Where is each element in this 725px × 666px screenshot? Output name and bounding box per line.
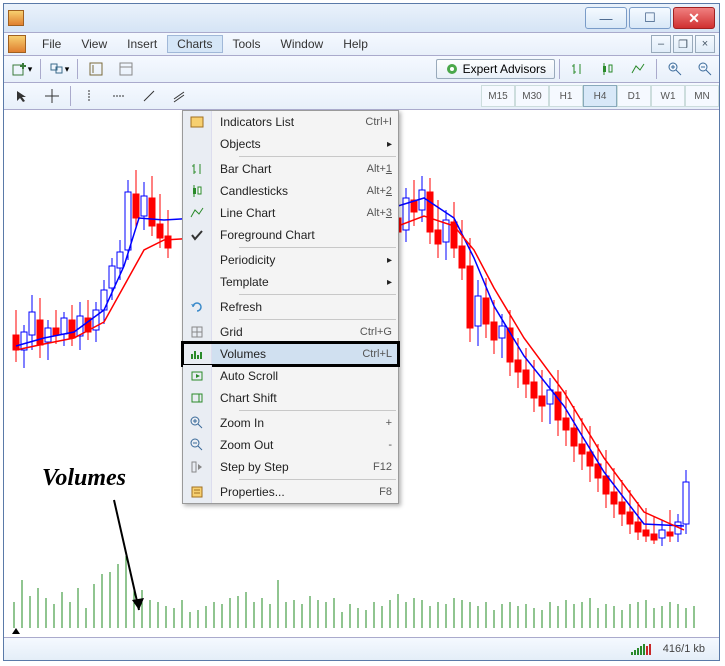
crosshair-button[interactable] xyxy=(38,84,66,108)
chart-area[interactable]: Volumes Indicators ListCtrl+IObjects▸ Bar… xyxy=(4,110,719,644)
menu-window[interactable]: Window xyxy=(271,35,334,53)
menu-item-line-chart[interactable]: Line ChartAlt+3 xyxy=(183,202,398,224)
refresh-icon xyxy=(183,296,212,318)
cursor-button[interactable] xyxy=(8,84,36,108)
child-minimize-button[interactable]: ‒ xyxy=(651,35,671,53)
vline-button[interactable] xyxy=(75,84,103,108)
bar-chart-icon[interactable] xyxy=(564,57,592,81)
menu-item-properties-[interactable]: Properties...F8 xyxy=(183,481,398,503)
connection-strength-icon xyxy=(631,643,651,655)
minimize-button[interactable]: — xyxy=(585,7,627,29)
profiles-button[interactable]: ▾ xyxy=(45,57,73,81)
properties-icon xyxy=(183,481,212,503)
menu-item-objects[interactable]: Objects▸ xyxy=(183,133,398,155)
app-icon xyxy=(8,10,24,26)
candle-chart-icon[interactable] xyxy=(594,57,622,81)
new-chart-button[interactable]: ▾ xyxy=(8,57,36,81)
zoom-out-button[interactable] xyxy=(691,57,719,81)
toolbar-main: ▾ ▾ Expert Advisors xyxy=(4,56,719,83)
timeframe-m30[interactable]: M30 xyxy=(515,85,549,107)
volumes-annotation: Volumes xyxy=(42,465,126,492)
maximize-button[interactable]: ☐ xyxy=(629,7,671,29)
menu-help[interactable]: Help xyxy=(333,35,378,53)
timeframe-mn[interactable]: MN xyxy=(685,85,719,107)
trendline-button[interactable] xyxy=(135,84,163,108)
zoom-in-button[interactable] xyxy=(661,57,689,81)
volumes-icon xyxy=(183,343,212,365)
timeframe-h4[interactable]: H4 xyxy=(583,85,617,107)
timeframe-m15[interactable]: M15 xyxy=(481,85,515,107)
expert-advisors-label: Expert Advisors xyxy=(463,62,546,76)
child-restore-button[interactable]: ❐ xyxy=(673,35,693,53)
menu-item-template[interactable]: Template▸ xyxy=(183,271,398,293)
connection-text: 416/1 kb xyxy=(663,643,705,655)
autoscroll-icon xyxy=(183,365,212,387)
menu-charts[interactable]: Charts xyxy=(167,35,222,53)
titlebar[interactable]: — ☐ ✕ xyxy=(4,4,719,33)
timeframe-d1[interactable]: D1 xyxy=(617,85,651,107)
check-icon xyxy=(183,224,212,246)
step-icon xyxy=(183,456,212,478)
candle-icon xyxy=(183,180,212,202)
blank-icon xyxy=(183,133,212,155)
menu-item-refresh[interactable]: Refresh xyxy=(183,296,398,318)
menubar: FileViewInsertChartsToolsWindowHelp ‒ ❐ … xyxy=(4,33,719,56)
menu-file[interactable]: File xyxy=(32,35,71,53)
menu-item-bar-chart[interactable]: Bar ChartAlt+1 xyxy=(183,158,398,180)
menu-item-periodicity[interactable]: Periodicity▸ xyxy=(183,249,398,271)
menu-item-zoom-in[interactable]: Zoom In+ xyxy=(183,412,398,434)
menu-view[interactable]: View xyxy=(71,35,117,53)
bar-chart-icon xyxy=(183,158,212,180)
timeframe-h1[interactable]: H1 xyxy=(549,85,583,107)
menu-item-indicators-list[interactable]: Indicators ListCtrl+I xyxy=(183,111,398,133)
grid-icon xyxy=(183,321,212,343)
data-window-button[interactable] xyxy=(112,57,140,81)
zoom-out-icon xyxy=(183,434,212,456)
app-window: — ☐ ✕ FileViewInsertChartsToolsWindowHel… xyxy=(3,3,720,661)
blank-icon xyxy=(183,249,212,271)
menu-item-chart-shift[interactable]: Chart Shift xyxy=(183,387,398,409)
toolbar-drawing: M15M30H1H4D1W1MN xyxy=(4,83,719,110)
chartshift-icon xyxy=(183,387,212,409)
menu-item-candlesticks[interactable]: CandlesticksAlt+2 xyxy=(183,180,398,202)
charts-dropdown-menu: Indicators ListCtrl+IObjects▸ Bar ChartAl… xyxy=(182,110,399,504)
menu-tools[interactable]: Tools xyxy=(223,35,271,53)
channel-button[interactable] xyxy=(165,84,193,108)
menu-item-volumes[interactable]: VolumesCtrl+L xyxy=(183,343,398,365)
line-chart-icon[interactable] xyxy=(624,57,652,81)
close-button[interactable]: ✕ xyxy=(673,7,715,29)
menubar-icon xyxy=(8,35,26,53)
menu-item-step-by-step[interactable]: Step by StepF12 xyxy=(183,456,398,478)
timeframe-w1[interactable]: W1 xyxy=(651,85,685,107)
indicators-icon xyxy=(183,111,212,133)
market-watch-button[interactable] xyxy=(82,57,110,81)
hline-button[interactable] xyxy=(105,84,133,108)
expert-advisors-button[interactable]: Expert Advisors xyxy=(436,59,555,79)
blank-icon xyxy=(183,271,212,293)
line-icon xyxy=(183,202,212,224)
zoom-in-icon xyxy=(183,412,212,434)
menu-insert[interactable]: Insert xyxy=(117,35,167,53)
menu-item-auto-scroll[interactable]: Auto Scroll xyxy=(183,365,398,387)
child-close-button[interactable]: × xyxy=(695,35,715,53)
menu-item-foreground-chart[interactable]: Foreground Chart xyxy=(183,224,398,246)
menu-item-zoom-out[interactable]: Zoom Out- xyxy=(183,434,398,456)
menu-item-grid[interactable]: GridCtrl+G xyxy=(183,321,398,343)
